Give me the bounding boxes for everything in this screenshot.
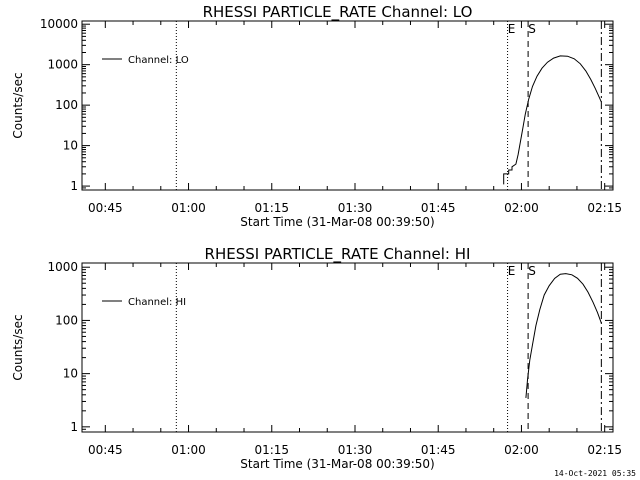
panel-2-y-tick-label: 100 <box>55 313 78 327</box>
panel-1-x-tick-label: 01:45 <box>421 201 456 215</box>
panel-1-y-tick-label: 100 <box>55 98 78 112</box>
panel-2-x-tick-label: 01:30 <box>338 443 373 457</box>
panel-1-legend-label: Channel: LO <box>128 55 189 66</box>
panel-2-series-line <box>525 273 602 398</box>
panel-1-x-tick-label: 01:15 <box>254 201 289 215</box>
panel-2-x-tick-label: 02:00 <box>504 443 539 457</box>
panel-2-x-tick-label: 00:45 <box>88 443 123 457</box>
panel-1-x-tick-label: 01:30 <box>338 201 373 215</box>
panel-2-legend-label: Channel: HI <box>128 297 186 308</box>
panel-1-y-axis-label: Counts/sec <box>11 72 25 138</box>
panel-1-x-axis-label: Start Time (31-Mar-08 00:39:50) <box>240 215 434 229</box>
panel-1-plot-frame <box>81 20 614 191</box>
panel-1-y-tick-label: 1000 <box>47 58 78 72</box>
panel-2-x-tick-label: 01:15 <box>254 443 289 457</box>
panel-2-marker-label: S <box>528 264 536 278</box>
panel-1-x-tick-label: 01:00 <box>171 201 206 215</box>
panel-1-y-tick-label: 10 <box>63 139 78 153</box>
panel-1-y-tick-label: 1 <box>70 179 78 193</box>
panel-1-x-tick-label: 00:45 <box>88 201 123 215</box>
panel-1-series-line <box>503 55 602 185</box>
panel-2-x-tick-label: 01:45 <box>421 443 456 457</box>
panel-2-marker-label: E <box>508 264 516 278</box>
panel-1-x-tick-label: 02:00 <box>504 201 539 215</box>
panel-2-x-tick-label: 02:15 <box>587 443 622 457</box>
panel-2-x-axis-label: Start Time (31-Mar-08 00:39:50) <box>240 457 434 471</box>
panel-2-y-axis-label: Counts/sec <box>11 314 25 380</box>
panel-2-chart-title: RHESSI PARTICLE_RATE Channel: HI <box>205 245 471 264</box>
panel-2-y-tick-label: 1 <box>70 420 78 434</box>
panel-2-y-tick-label: 1000 <box>47 260 78 274</box>
panel-1-chart-title: RHESSI PARTICLE_RATE Channel: LO <box>203 3 473 22</box>
panel-1-x-tick-label: 02:15 <box>587 201 622 215</box>
panel-1-y-tick-label: 10000 <box>40 17 78 31</box>
panel-2-plot-frame <box>81 262 614 433</box>
panel-1-marker-label: S <box>528 22 536 36</box>
panel-1-marker-label: E <box>508 22 516 36</box>
panel-2-y-tick-label: 10 <box>63 367 78 381</box>
footer-timestamp: 14-Oct-2021 05:35 <box>554 469 636 478</box>
panel-2-x-tick-label: 01:00 <box>171 443 206 457</box>
